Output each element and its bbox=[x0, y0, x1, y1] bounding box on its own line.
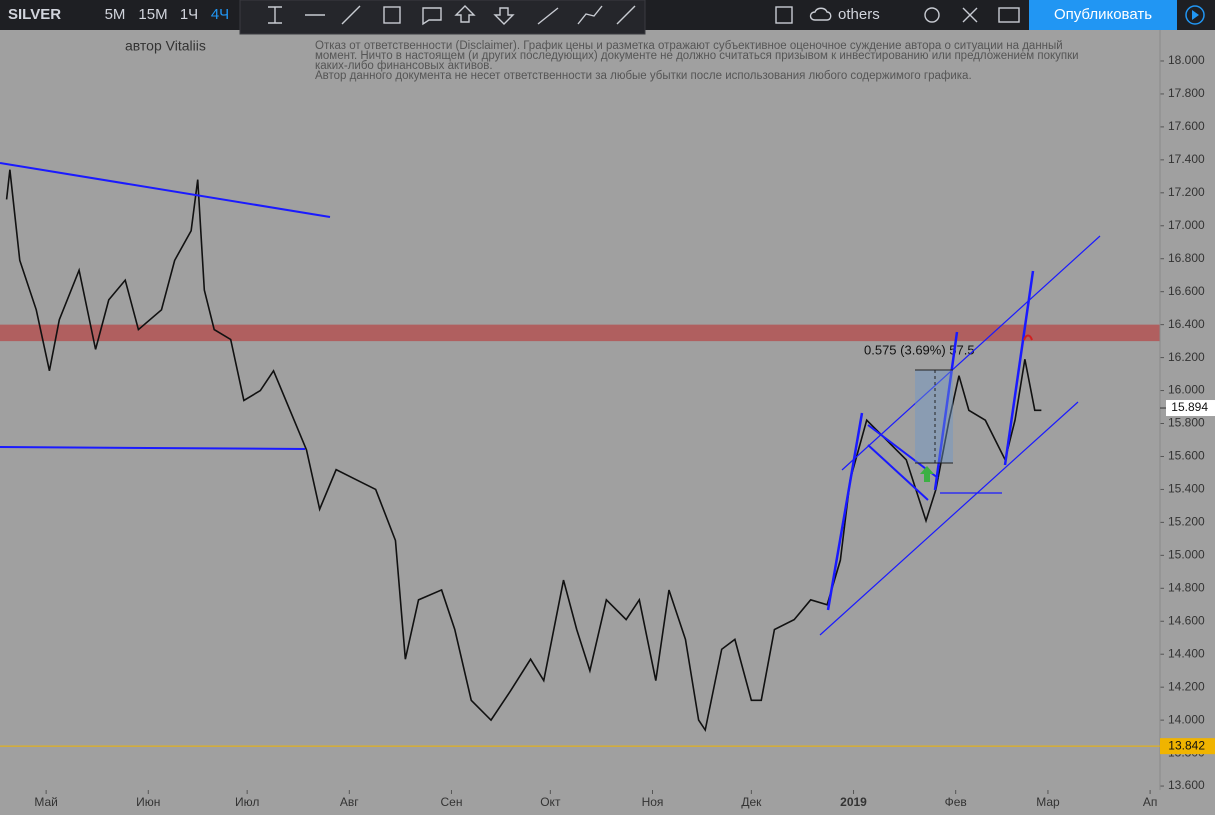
disclaimer-line: момент. Ничто в настоящем (и других посл… bbox=[315, 50, 1079, 62]
y-tick-label: 14.200 bbox=[1168, 679, 1205, 693]
price-line-badge bbox=[1160, 738, 1215, 755]
y-tick-label: 16.800 bbox=[1168, 251, 1205, 265]
y-tick-label: 14.000 bbox=[1168, 712, 1205, 726]
author: автор Vitaliis bbox=[125, 38, 206, 54]
disclaimer-line: каких-либо финансовых активов. bbox=[315, 60, 493, 72]
fullscreen[interactable] bbox=[962, 7, 978, 23]
snapshot[interactable] bbox=[998, 7, 1020, 23]
x-tick-label: Май bbox=[34, 795, 58, 809]
y-tick-label: 14.800 bbox=[1168, 580, 1205, 594]
y-tick-label: 16.600 bbox=[1168, 284, 1205, 298]
publish-label[interactable]: Опубликовать bbox=[1054, 6, 1152, 23]
y-tick-label: 17.000 bbox=[1168, 218, 1205, 232]
x-tick-label: Фев bbox=[945, 795, 967, 809]
last-price-label: 15.894 bbox=[1171, 400, 1208, 414]
measure-label: 0.575 (3.69%) 57.5 bbox=[864, 342, 975, 357]
layout-icon[interactable] bbox=[775, 6, 793, 24]
y-tick-label: 17.400 bbox=[1168, 152, 1205, 166]
y-tick-label: 15.800 bbox=[1168, 416, 1205, 430]
price-line-label: 13.842 bbox=[1168, 738, 1205, 752]
drawings bbox=[0, 162, 1101, 636]
interval[interactable]: 4Ч bbox=[211, 6, 229, 23]
disclaimer-line: Отказ от ответственности (Disclaimer). Г… bbox=[315, 40, 1063, 52]
y-tick-label: 17.200 bbox=[1168, 185, 1205, 199]
publish-button[interactable] bbox=[1029, 0, 1177, 30]
y-tick-label: 13.600 bbox=[1168, 778, 1205, 792]
y-tick-label: 16.200 bbox=[1168, 350, 1205, 364]
disclaimer-line: Автор данного документа не несет ответст… bbox=[315, 70, 972, 82]
y-tick-label: 15.200 bbox=[1168, 515, 1205, 529]
y-tick-label: 14.600 bbox=[1168, 613, 1205, 627]
y-tick-label: 15.600 bbox=[1168, 449, 1205, 463]
y-tick-label: 15.000 bbox=[1168, 548, 1205, 562]
layout-name[interactable]: others bbox=[838, 6, 880, 23]
x-tick-label: Ап bbox=[1143, 795, 1158, 809]
drawing-toolbar bbox=[239, 0, 646, 35]
y-tick-label: 15.400 bbox=[1168, 482, 1205, 496]
interval[interactable]: 5M bbox=[105, 6, 126, 23]
symbol[interactable]: SILVER bbox=[8, 6, 61, 23]
drawing-tools[interactable] bbox=[268, 5, 636, 26]
replay[interactable] bbox=[1185, 5, 1205, 25]
zone bbox=[0, 324, 1160, 342]
y-tick-label: 16.000 bbox=[1168, 383, 1205, 397]
price-line bbox=[5, 169, 1042, 733]
y-tick-label: 14.400 bbox=[1168, 646, 1205, 660]
settings[interactable] bbox=[924, 7, 940, 23]
x-tick-label: Сен bbox=[440, 795, 462, 809]
x-tick-label: Окт bbox=[540, 795, 561, 809]
x-tick-label: Дек bbox=[741, 795, 762, 809]
x-tick-label: Ноя bbox=[642, 795, 664, 809]
y-tick-label: 17.800 bbox=[1168, 86, 1205, 100]
replay-icon bbox=[1192, 10, 1199, 20]
y-tick-label: 18.000 bbox=[1168, 53, 1205, 67]
x-tick-label: Авг bbox=[340, 795, 359, 809]
x-tick-label: Мар bbox=[1036, 795, 1060, 809]
interval[interactable]: 15M bbox=[138, 6, 167, 23]
interval[interactable]: 1Ч bbox=[180, 6, 198, 23]
y-tick-label: 17.600 bbox=[1168, 119, 1205, 133]
cloud-icon[interactable] bbox=[809, 7, 832, 21]
y-tick-label: 16.400 bbox=[1168, 317, 1205, 331]
last-price-badge bbox=[1166, 400, 1215, 417]
x-tick-label: Июл bbox=[235, 795, 259, 809]
x-tick-label: 2019 bbox=[840, 795, 867, 809]
x-tick-label: Июн bbox=[136, 795, 160, 809]
